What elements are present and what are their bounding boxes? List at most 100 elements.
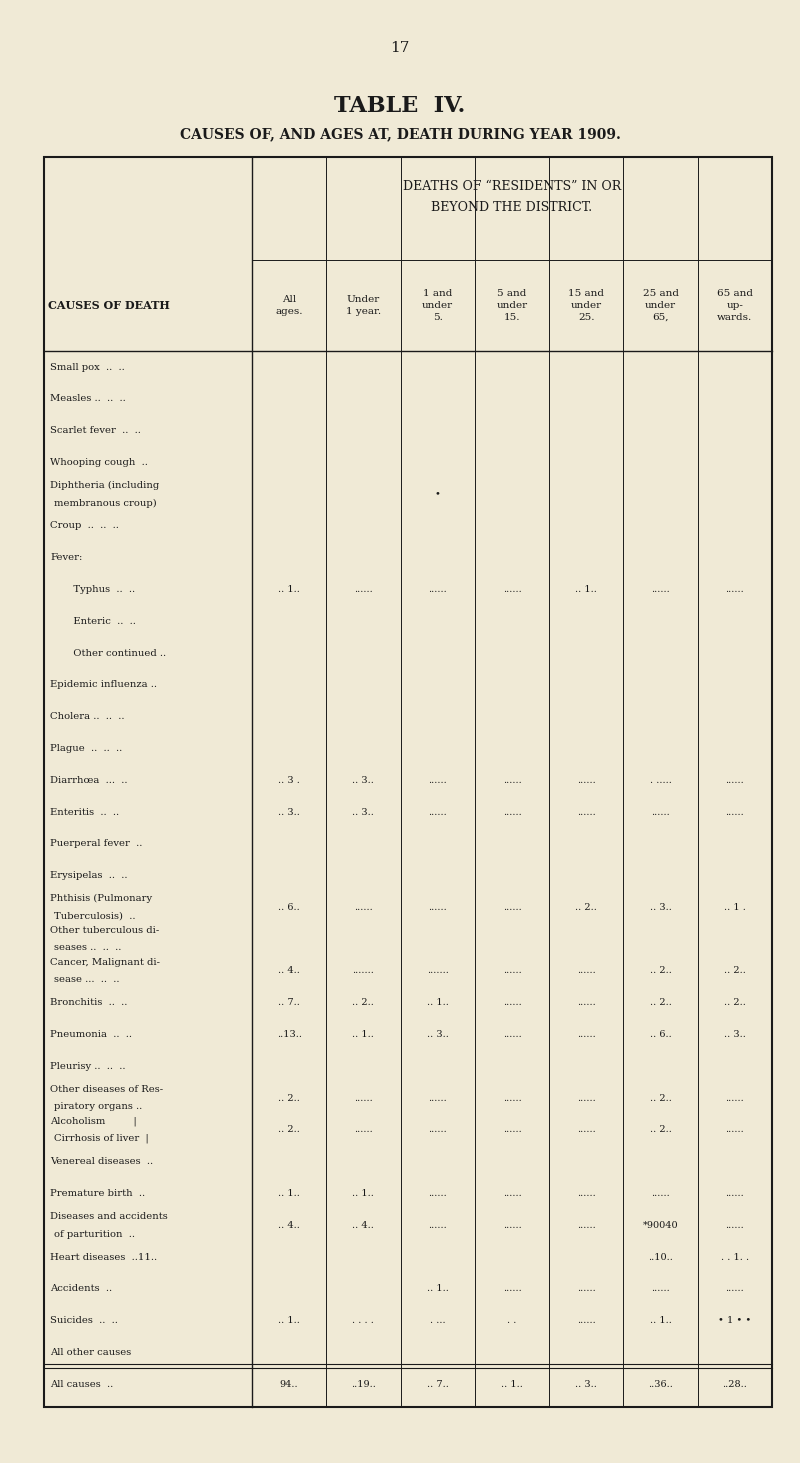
Text: .......: ....... xyxy=(353,967,374,976)
Text: ......: ...... xyxy=(577,1030,596,1039)
Text: ......: ...... xyxy=(577,1220,596,1230)
Text: ......: ...... xyxy=(502,1030,522,1039)
Text: Phthisis (Pulmonary: Phthisis (Pulmonary xyxy=(50,894,153,903)
Text: *90040: *90040 xyxy=(642,1220,678,1230)
Text: .. 3..: .. 3.. xyxy=(353,775,374,784)
Text: .. 3 .: .. 3 . xyxy=(278,775,300,784)
Text: ......: ...... xyxy=(428,808,447,816)
Text: Typhus  ..  ..: Typhus .. .. xyxy=(64,585,135,594)
Text: Premature birth  ..: Premature birth .. xyxy=(50,1189,146,1198)
Text: ......: ...... xyxy=(354,903,373,911)
Text: ......: ...... xyxy=(577,1125,596,1134)
Text: membranous croup): membranous croup) xyxy=(54,499,157,508)
Text: Whooping cough  ..: Whooping cough .. xyxy=(50,458,148,467)
Text: .. 2..: .. 2.. xyxy=(650,1125,671,1134)
Text: ......: ...... xyxy=(502,808,522,816)
Text: .. 2..: .. 2.. xyxy=(724,998,746,1007)
Text: Heart diseases  ..11..: Heart diseases ..11.. xyxy=(50,1252,158,1261)
Text: ......: ...... xyxy=(502,1285,522,1293)
Text: .. 1..: .. 1.. xyxy=(278,1317,300,1325)
Text: piratory organs ..: piratory organs .. xyxy=(54,1103,142,1112)
Text: .. 1..: .. 1.. xyxy=(278,1189,300,1198)
Text: ......: ...... xyxy=(577,775,596,784)
Text: Suicides  ..  ..: Suicides .. .. xyxy=(50,1317,118,1325)
Text: ..28..: ..28.. xyxy=(722,1380,747,1388)
Text: ......: ...... xyxy=(577,808,596,816)
Text: Other continued ..: Other continued .. xyxy=(64,648,166,657)
Text: .. 3..: .. 3.. xyxy=(426,1030,449,1039)
Text: Venereal diseases  ..: Venereal diseases .. xyxy=(50,1157,154,1166)
Text: ..10..: ..10.. xyxy=(648,1252,673,1261)
Text: ......: ...... xyxy=(428,1189,447,1198)
Text: .. 1..: .. 1.. xyxy=(353,1030,374,1039)
Text: Plague  ..  ..  ..: Plague .. .. .. xyxy=(50,745,122,753)
Text: ......: ...... xyxy=(577,967,596,976)
Text: Alcoholism         |: Alcoholism | xyxy=(50,1116,137,1127)
Text: . . . .: . . . . xyxy=(353,1317,374,1325)
Text: .. 1..: .. 1.. xyxy=(278,585,300,594)
Text: .. 2..: .. 2.. xyxy=(278,1094,300,1103)
Text: Fever:: Fever: xyxy=(50,553,82,562)
Text: .. 1 .: .. 1 . xyxy=(724,903,746,911)
Text: ..36..: ..36.. xyxy=(648,1380,673,1388)
Text: ......: ...... xyxy=(502,967,522,976)
Text: .. 2..: .. 2.. xyxy=(650,1094,671,1103)
Text: ......: ...... xyxy=(577,1285,596,1293)
Text: .. 1..: .. 1.. xyxy=(501,1380,523,1388)
Text: ......: ...... xyxy=(502,1125,522,1134)
Text: Erysipelas  ..  ..: Erysipelas .. .. xyxy=(50,870,128,881)
Text: . .: . . xyxy=(507,1317,517,1325)
Text: • 1 • •: • 1 • • xyxy=(718,1317,751,1325)
Text: .. 6..: .. 6.. xyxy=(278,903,300,911)
Text: Scarlet fever  ..  ..: Scarlet fever .. .. xyxy=(50,426,142,435)
Text: DEATHS OF “RESIDENTS” IN OR
BEYOND THE DISTRICT.: DEATHS OF “RESIDENTS” IN OR BEYOND THE D… xyxy=(403,180,621,214)
Text: Cirrhosis of liver  |: Cirrhosis of liver | xyxy=(54,1134,149,1144)
Text: .. 4..: .. 4.. xyxy=(278,1220,300,1230)
Text: ......: ...... xyxy=(726,1285,744,1293)
Text: .. 1..: .. 1.. xyxy=(353,1189,374,1198)
Text: ......: ...... xyxy=(428,1125,447,1134)
Text: ......: ...... xyxy=(502,585,522,594)
Text: .. 3..: .. 3.. xyxy=(650,903,671,911)
Text: .. 3..: .. 3.. xyxy=(724,1030,746,1039)
Text: 25 and
under
65,: 25 and under 65, xyxy=(642,290,678,322)
Text: .. 3..: .. 3.. xyxy=(575,1380,598,1388)
Text: ......: ...... xyxy=(651,808,670,816)
Text: ......: ...... xyxy=(726,775,744,784)
Text: .. 4..: .. 4.. xyxy=(278,967,300,976)
Text: Diphtheria (including: Diphtheria (including xyxy=(50,481,160,490)
Text: ......: ...... xyxy=(428,775,447,784)
Text: ......: ...... xyxy=(651,585,670,594)
Text: .. 2..: .. 2.. xyxy=(278,1125,300,1134)
Text: Cholera ..  ..  ..: Cholera .. .. .. xyxy=(50,712,125,721)
Text: Measles ..  ..  ..: Measles .. .. .. xyxy=(50,395,126,404)
Text: .. 1..: .. 1.. xyxy=(426,1285,449,1293)
Text: ......: ...... xyxy=(502,1220,522,1230)
Text: .. 1..: .. 1.. xyxy=(575,585,598,594)
Text: .. 2..: .. 2.. xyxy=(724,967,746,976)
Text: Under
1 year.: Under 1 year. xyxy=(346,296,381,316)
Text: ......: ...... xyxy=(354,1125,373,1134)
Text: Enteric  ..  ..: Enteric .. .. xyxy=(64,617,136,626)
Text: ......: ...... xyxy=(577,998,596,1007)
Text: ......: ...... xyxy=(726,1094,744,1103)
Text: . ...: . ... xyxy=(430,1317,446,1325)
Text: Other tuberculous di-: Other tuberculous di- xyxy=(50,926,160,935)
Text: ..13..: ..13.. xyxy=(277,1030,302,1039)
Text: .. 1..: .. 1.. xyxy=(426,998,449,1007)
Text: ......: ...... xyxy=(502,903,522,911)
Text: .. 4..: .. 4.. xyxy=(353,1220,374,1230)
Text: Epidemic influenza ..: Epidemic influenza .. xyxy=(50,680,158,689)
Text: 5 and
under
15.: 5 and under 15. xyxy=(497,290,527,322)
Text: ......: ...... xyxy=(428,1094,447,1103)
Text: Diseases and accidents: Diseases and accidents xyxy=(50,1211,168,1222)
Text: All
ages.: All ages. xyxy=(275,296,303,316)
Text: .. 2..: .. 2.. xyxy=(353,998,374,1007)
Text: Croup  ..  ..  ..: Croup .. .. .. xyxy=(50,521,119,531)
Text: . . 1. .: . . 1. . xyxy=(721,1252,749,1261)
Text: Pneumonia  ..  ..: Pneumonia .. .. xyxy=(50,1030,133,1039)
Text: CAUSES OF, AND AGES AT, DEATH DURING YEAR 1909.: CAUSES OF, AND AGES AT, DEATH DURING YEA… xyxy=(179,127,621,142)
Text: Bronchitis  ..  ..: Bronchitis .. .. xyxy=(50,998,128,1007)
Text: 94..: 94.. xyxy=(280,1380,298,1388)
Text: .. 2..: .. 2.. xyxy=(575,903,598,911)
